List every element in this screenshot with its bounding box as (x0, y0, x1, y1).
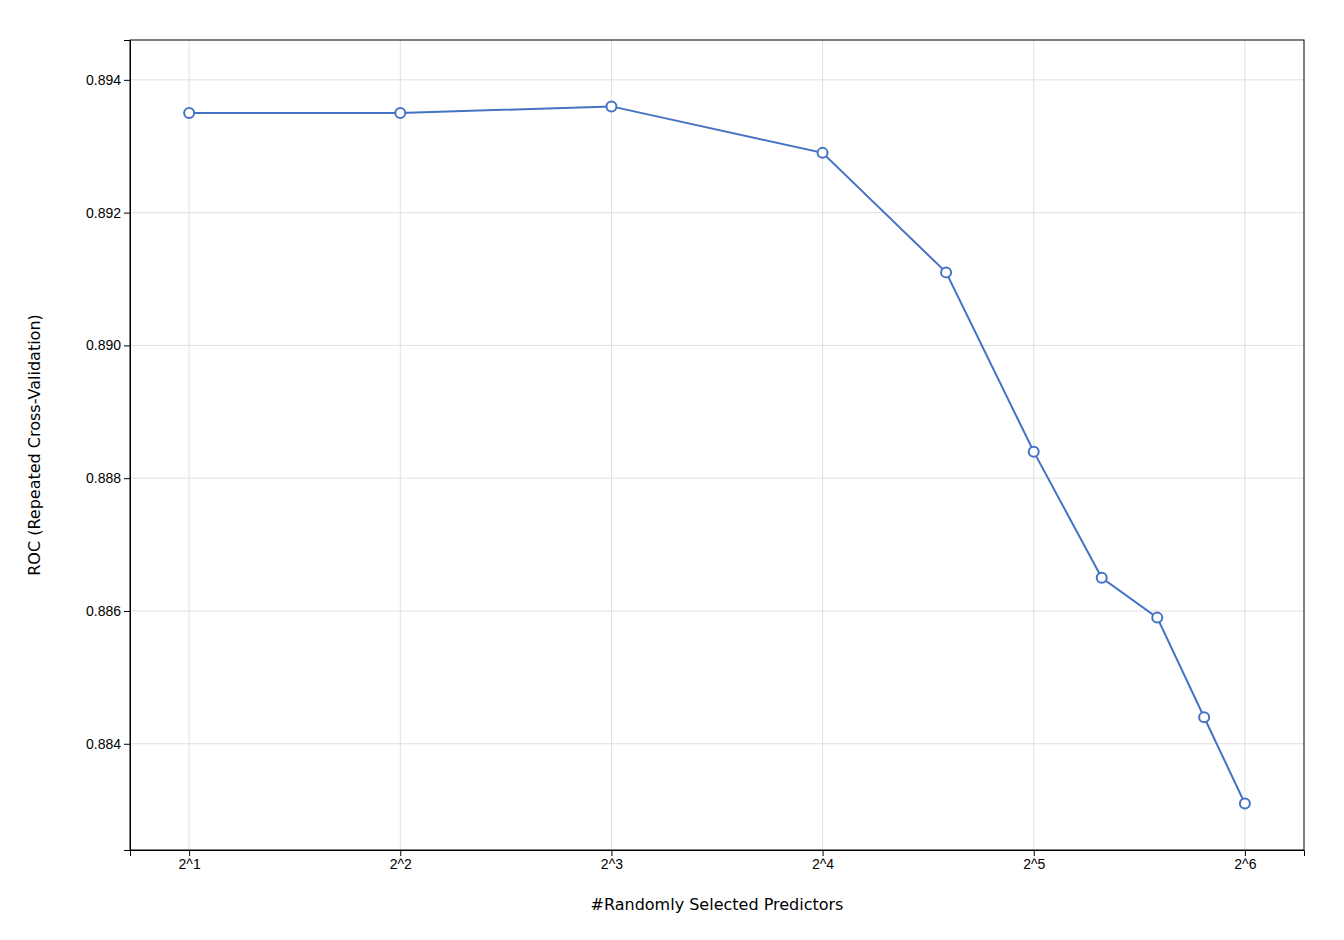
x-axis-title: #Randomly Selected Predictors (591, 895, 844, 914)
tick-label: 2^6 (1234, 856, 1256, 872)
grid-line (400, 40, 401, 850)
tick-mark (124, 213, 130, 214)
x-tick: 2^5 (1023, 850, 1045, 872)
axis-line (131, 851, 1305, 857)
grid-line (1244, 40, 1245, 850)
grid-line (189, 40, 190, 850)
tick-mark (124, 744, 130, 745)
grid-line (130, 79, 1304, 80)
chart: 2^12^22^32^42^52^60.8840.8860.8880.8900.… (0, 0, 1344, 940)
marks (184, 101, 1250, 808)
tick-label: 0.894 (86, 72, 121, 88)
tick-label: 0.886 (86, 603, 121, 619)
grid-line (611, 40, 612, 850)
tick-mark (124, 80, 130, 81)
point (1097, 573, 1107, 583)
x-axis: 2^1 2^2 2^3 2^4 2^5 2^6 (131, 850, 1305, 872)
plot-frame (130, 40, 1304, 850)
tick-mark (124, 345, 130, 346)
x-tick: 2^4 (812, 850, 834, 872)
grid-line (130, 478, 1304, 479)
x-tick: 2^6 (1234, 850, 1256, 872)
point (1152, 613, 1162, 623)
tick-label: 0.892 (86, 205, 121, 221)
grid-line (130, 743, 1304, 744)
point (184, 108, 194, 118)
plot: 2^12^22^32^42^52^60.8840.8860.8880.8900.… (86, 40, 1305, 872)
grid-line (130, 345, 1304, 346)
grid-line (130, 610, 1304, 611)
tick-label: 2^4 (812, 856, 834, 872)
y-tick: 0.890 (86, 337, 130, 353)
point (395, 108, 405, 118)
point (818, 148, 828, 158)
x-tick: 2^3 (601, 850, 623, 872)
tick-label: 2^2 (390, 856, 412, 872)
y-axis: 0.884 0.886 0.888 0.890 0.892 0.894 (86, 41, 131, 851)
tick-mark (124, 611, 130, 612)
grid-line (1033, 40, 1034, 850)
y-tick: 0.892 (86, 205, 130, 221)
grid (130, 40, 1304, 850)
grid-line (130, 212, 1304, 213)
line (189, 106, 1245, 803)
y-tick: 0.886 (86, 603, 130, 619)
point (1199, 712, 1209, 722)
y-tick: 0.888 (86, 470, 130, 486)
tick-label: 0.888 (86, 470, 121, 486)
y-tick: 0.894 (86, 72, 130, 88)
tick-label: 0.884 (86, 736, 121, 752)
x-tick: 2^1 (179, 850, 201, 872)
tick-label: 0.890 (86, 337, 121, 353)
y-axis-title: ROC (Repeated Cross-Validation) (25, 314, 44, 576)
point (606, 101, 616, 111)
tick-mark (124, 478, 130, 479)
tick-label: 2^3 (601, 856, 623, 872)
grid-line (822, 40, 823, 850)
y-tick: 0.884 (86, 736, 130, 752)
tick-label: 2^1 (179, 856, 201, 872)
point (1240, 799, 1250, 809)
tick-label: 2^5 (1023, 856, 1045, 872)
point (1029, 447, 1039, 457)
point (941, 267, 951, 277)
axis-line (124, 41, 131, 851)
x-tick: 2^2 (390, 850, 412, 872)
